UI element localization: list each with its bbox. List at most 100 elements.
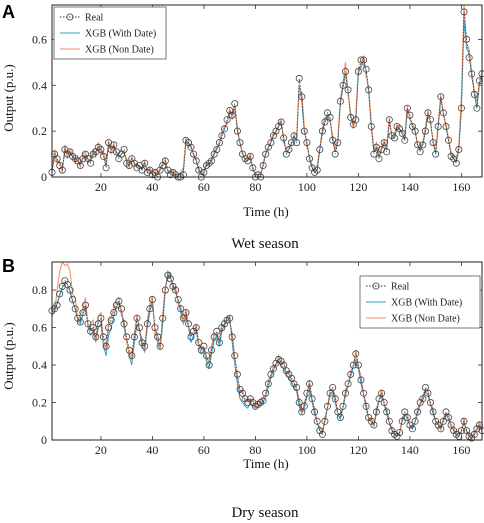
data-point-real [303, 389, 311, 397]
legend-marker-real [372, 282, 380, 290]
data-point-real [190, 327, 198, 335]
data-point-real [102, 164, 110, 172]
data-point-real [58, 166, 66, 174]
data-point-real [465, 54, 473, 62]
data-point-real [74, 314, 82, 322]
data-point-real [71, 305, 79, 313]
data-point-real [447, 152, 455, 160]
data-point-real [69, 152, 77, 160]
data-point-real [210, 333, 218, 341]
data-point-real [424, 109, 432, 117]
data-point-real [426, 116, 434, 124]
data-point-real [437, 425, 445, 433]
y-tick-label: 0.8 [32, 283, 47, 297]
data-point-real [321, 417, 329, 425]
data-point-real [94, 143, 102, 151]
data-point-real [246, 395, 254, 403]
data-point-real [370, 421, 378, 429]
x-tick-label: 100 [298, 180, 316, 194]
data-point-real [380, 139, 388, 147]
data-point-real [220, 125, 228, 133]
data-point-real [354, 361, 362, 369]
data-point-real [437, 93, 445, 101]
caption-dry-season: Dry season [231, 505, 299, 521]
x-tick-label: 40 [146, 180, 158, 194]
data-point-real [69, 295, 77, 303]
data-point-real [295, 398, 303, 406]
data-point-real [228, 333, 236, 341]
data-point-real [463, 427, 471, 435]
data-point-real [58, 282, 66, 290]
x-tick-label: 80 [249, 443, 261, 457]
data-point-real [293, 139, 301, 147]
data-point-real [226, 314, 234, 322]
data-point-real [192, 324, 200, 332]
data-point-real [329, 383, 337, 391]
panel-wet-season: A Wet season Time (h) Output (p.u.) 20 40… [1, 2, 484, 252]
series-line-xgb-non-date [51, 4, 483, 178]
data-point-real [228, 111, 236, 119]
data-point-real [447, 421, 455, 429]
data-point-real [323, 402, 331, 410]
x-tick-label: 60 [198, 180, 210, 194]
data-point-real [205, 361, 213, 369]
data-point-real [259, 161, 267, 169]
data-point-real [110, 309, 118, 317]
data-point-real [125, 346, 133, 354]
data-point-real [233, 370, 241, 378]
data-point-real [100, 152, 108, 160]
plot-frame [51, 4, 483, 178]
data-point-real [390, 134, 398, 142]
x-tick-label: 40 [146, 443, 158, 457]
legend-label-real: Real [85, 13, 104, 24]
data-point-real [416, 398, 424, 406]
data-point-real [455, 432, 463, 440]
caption-wet-season: Wet season [231, 236, 299, 252]
data-point-real [298, 93, 306, 101]
data-point-real [398, 417, 406, 425]
data-point-real [470, 90, 478, 98]
data-point-real [393, 432, 401, 440]
data-point-real [452, 159, 460, 167]
data-point-real [135, 324, 143, 332]
data-point-real [419, 395, 427, 403]
data-point-real [118, 305, 126, 313]
data-point-real [473, 104, 481, 112]
data-point-real [56, 290, 64, 298]
data-point-real [429, 139, 437, 147]
data-point-real [378, 389, 386, 397]
data-point-real [398, 129, 406, 137]
data-point-real [429, 408, 437, 416]
data-point-real [244, 398, 252, 406]
data-point-real [161, 157, 169, 165]
data-point-real [442, 123, 450, 131]
y-axis-label: Output (p.u.) [1, 322, 16, 390]
data-point-real [331, 395, 339, 403]
data-point-real [290, 380, 298, 388]
data-point-real [311, 168, 319, 176]
data-point-real [439, 109, 447, 117]
data-point-real [218, 132, 226, 140]
data-point-real [434, 123, 442, 131]
data-point-real [97, 145, 105, 153]
data-point-real [460, 8, 468, 16]
data-point-real [182, 309, 190, 317]
data-point-real [326, 113, 334, 121]
data-point-real [393, 123, 401, 131]
data-point-real [123, 333, 131, 341]
data-point-real [318, 127, 326, 135]
data-point-real [365, 413, 373, 421]
data-point-real [339, 402, 347, 410]
data-point-real [367, 123, 375, 131]
data-point-real [336, 97, 344, 105]
data-point-real [305, 380, 313, 388]
data-point-real [385, 417, 393, 425]
data-point-real [79, 309, 87, 317]
data-point-real [285, 370, 293, 378]
plot-frame [51, 261, 483, 441]
data-point-real [385, 116, 393, 124]
data-point-real [166, 171, 174, 179]
data-point-real [63, 280, 71, 288]
data-point-real [401, 136, 409, 144]
data-point-real [375, 395, 383, 403]
